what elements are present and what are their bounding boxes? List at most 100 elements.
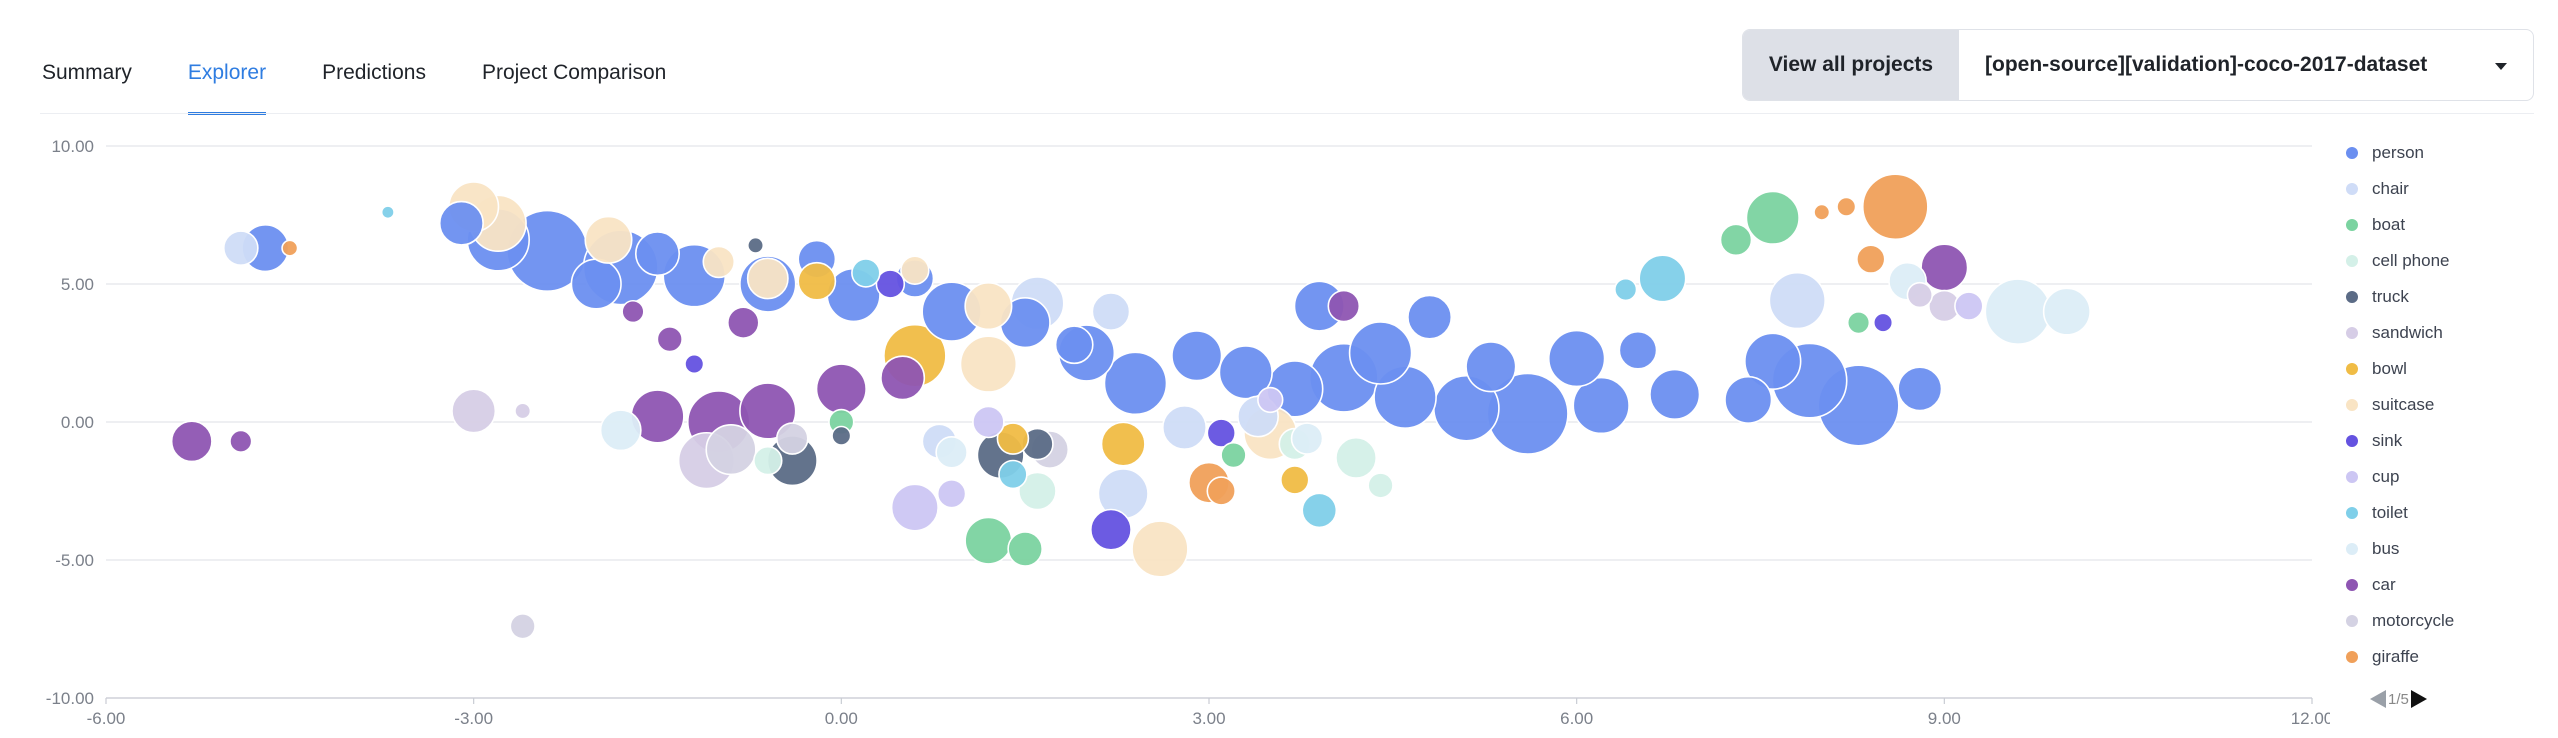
point-cell-phone[interactable]	[1018, 471, 1057, 511]
legend-item-cell-phone[interactable]: cell phone	[2346, 243, 2454, 279]
point-cup[interactable]	[972, 405, 1005, 439]
point-car[interactable]	[656, 326, 683, 353]
point-chair[interactable]	[1161, 405, 1207, 451]
point-car[interactable]	[815, 363, 867, 415]
legend-item-truck[interactable]: truck	[2346, 279, 2454, 315]
legend-item-sandwich[interactable]: sandwich	[2346, 315, 2454, 351]
point-bus[interactable]	[599, 409, 642, 452]
point-boat[interactable]	[1846, 310, 1871, 335]
point-cell-phone[interactable]	[1335, 436, 1378, 479]
point-cell-phone[interactable]	[753, 445, 783, 476]
point-bowl[interactable]	[1100, 421, 1146, 467]
point-person[interactable]	[1348, 321, 1413, 385]
point-motorcycle[interactable]	[705, 424, 757, 476]
point-sink[interactable]	[1090, 508, 1132, 551]
tab-summary[interactable]: Summary	[42, 61, 132, 84]
point-bowl[interactable]	[1280, 465, 1310, 495]
point-giraffe[interactable]	[1813, 203, 1831, 221]
point-bus[interactable]	[935, 436, 968, 469]
point-cup[interactable]	[1257, 386, 1284, 414]
prev-page-icon[interactable]	[2370, 690, 2386, 708]
legend-item-bowl[interactable]: bowl	[2346, 351, 2454, 387]
point-giraffe[interactable]	[1836, 196, 1857, 217]
legend-item-sink[interactable]: sink	[2346, 423, 2454, 459]
point-toilet[interactable]	[380, 205, 395, 220]
point-cup[interactable]	[890, 483, 939, 532]
point-boat[interactable]	[1007, 531, 1044, 567]
point-car[interactable]	[170, 420, 213, 463]
point-suitcase[interactable]	[959, 335, 1018, 393]
legend-item-boat[interactable]: boat	[2346, 207, 2454, 243]
point-boat[interactable]	[1220, 441, 1247, 469]
view-all-projects-button[interactable]: View all projects	[1743, 30, 1959, 100]
point-person[interactable]	[438, 200, 484, 246]
point-motorcycle[interactable]	[509, 613, 536, 640]
point-bowl[interactable]	[797, 261, 837, 301]
point-person[interactable]	[1649, 368, 1701, 420]
point-person[interactable]	[1724, 375, 1773, 424]
point-sink[interactable]	[684, 353, 705, 375]
point-person[interactable]	[570, 258, 622, 310]
point-sink[interactable]	[1206, 418, 1237, 448]
legend-item-motorcycle[interactable]: motorcycle	[2346, 603, 2454, 639]
point-person[interactable]	[1897, 366, 1943, 412]
point-sandwich[interactable]	[1906, 281, 1934, 309]
point-car[interactable]	[229, 429, 253, 453]
tab-project-comparison[interactable]: Project Comparison	[481, 61, 667, 84]
next-page-icon[interactable]	[2410, 690, 2427, 708]
point-sandwich[interactable]	[514, 402, 532, 420]
point-giraffe[interactable]	[1861, 173, 1929, 241]
point-truck[interactable]	[831, 425, 852, 446]
point-person[interactable]	[1103, 351, 1168, 416]
point-toilet[interactable]	[1301, 492, 1338, 529]
point-toilet[interactable]	[851, 258, 881, 288]
point-chair[interactable]	[222, 230, 259, 266]
legend-item-bus[interactable]: bus	[2346, 531, 2454, 567]
legend-item-chair[interactable]: chair	[2346, 171, 2454, 207]
point-car[interactable]	[726, 306, 760, 339]
point-chair[interactable]	[1768, 271, 1826, 330]
point-toilet[interactable]	[998, 459, 1028, 490]
point-suitcase[interactable]	[1131, 520, 1189, 578]
point-bowl[interactable]	[996, 422, 1030, 455]
point-sink[interactable]	[875, 269, 906, 299]
point-boat[interactable]	[964, 516, 1013, 565]
point-giraffe[interactable]	[281, 239, 299, 257]
tab-explorer[interactable]: Explorer	[187, 38, 267, 115]
point-person[interactable]	[1054, 325, 1094, 365]
point-bus[interactable]	[2042, 287, 2091, 336]
embedding-scatter-plot[interactable]: 10.00 5.00 0.00 -5.00 -10.00 -6.00 -3.00 0.00 3…	[0, 120, 2330, 738]
point-person[interactable]	[1547, 329, 1606, 388]
point-person[interactable]	[1218, 345, 1273, 400]
point-motorcycle[interactable]	[776, 422, 809, 455]
point-chair[interactable]	[1091, 292, 1131, 332]
point-car[interactable]	[1327, 289, 1361, 323]
legend-item-person[interactable]: person	[2346, 135, 2454, 171]
legend-item-car[interactable]: car	[2346, 567, 2454, 603]
point-cup[interactable]	[1954, 291, 1984, 321]
legend-item-giraffe[interactable]: giraffe	[2346, 639, 2454, 675]
point-car[interactable]	[621, 299, 645, 324]
point-giraffe[interactable]	[1856, 244, 1886, 274]
legend-item-suitcase[interactable]: suitcase	[2346, 387, 2454, 423]
point-suitcase[interactable]	[702, 245, 736, 279]
point-car[interactable]	[1920, 243, 1969, 292]
point-person[interactable]	[1465, 341, 1517, 393]
point-sandwich[interactable]	[451, 388, 497, 434]
point-person[interactable]	[634, 231, 680, 277]
point-person[interactable]	[1618, 330, 1658, 370]
point-bus[interactable]	[1984, 278, 2052, 345]
point-car[interactable]	[880, 355, 926, 401]
point-person[interactable]	[1171, 330, 1223, 382]
point-person[interactable]	[1744, 332, 1802, 390]
point-suitcase[interactable]	[964, 282, 1013, 331]
point-toilet[interactable]	[1638, 254, 1687, 303]
point-truck[interactable]	[746, 236, 765, 254]
project-select[interactable]: [open-source][validation]-coco-2017-data…	[1959, 30, 2533, 100]
point-cup[interactable]	[936, 479, 967, 509]
point-sink[interactable]	[1872, 312, 1894, 333]
legend-item-cup[interactable]: cup	[2346, 459, 2454, 495]
legend-item-toilet[interactable]: toilet	[2346, 495, 2454, 531]
point-suitcase[interactable]	[746, 257, 789, 300]
point-boat[interactable]	[1719, 223, 1753, 257]
